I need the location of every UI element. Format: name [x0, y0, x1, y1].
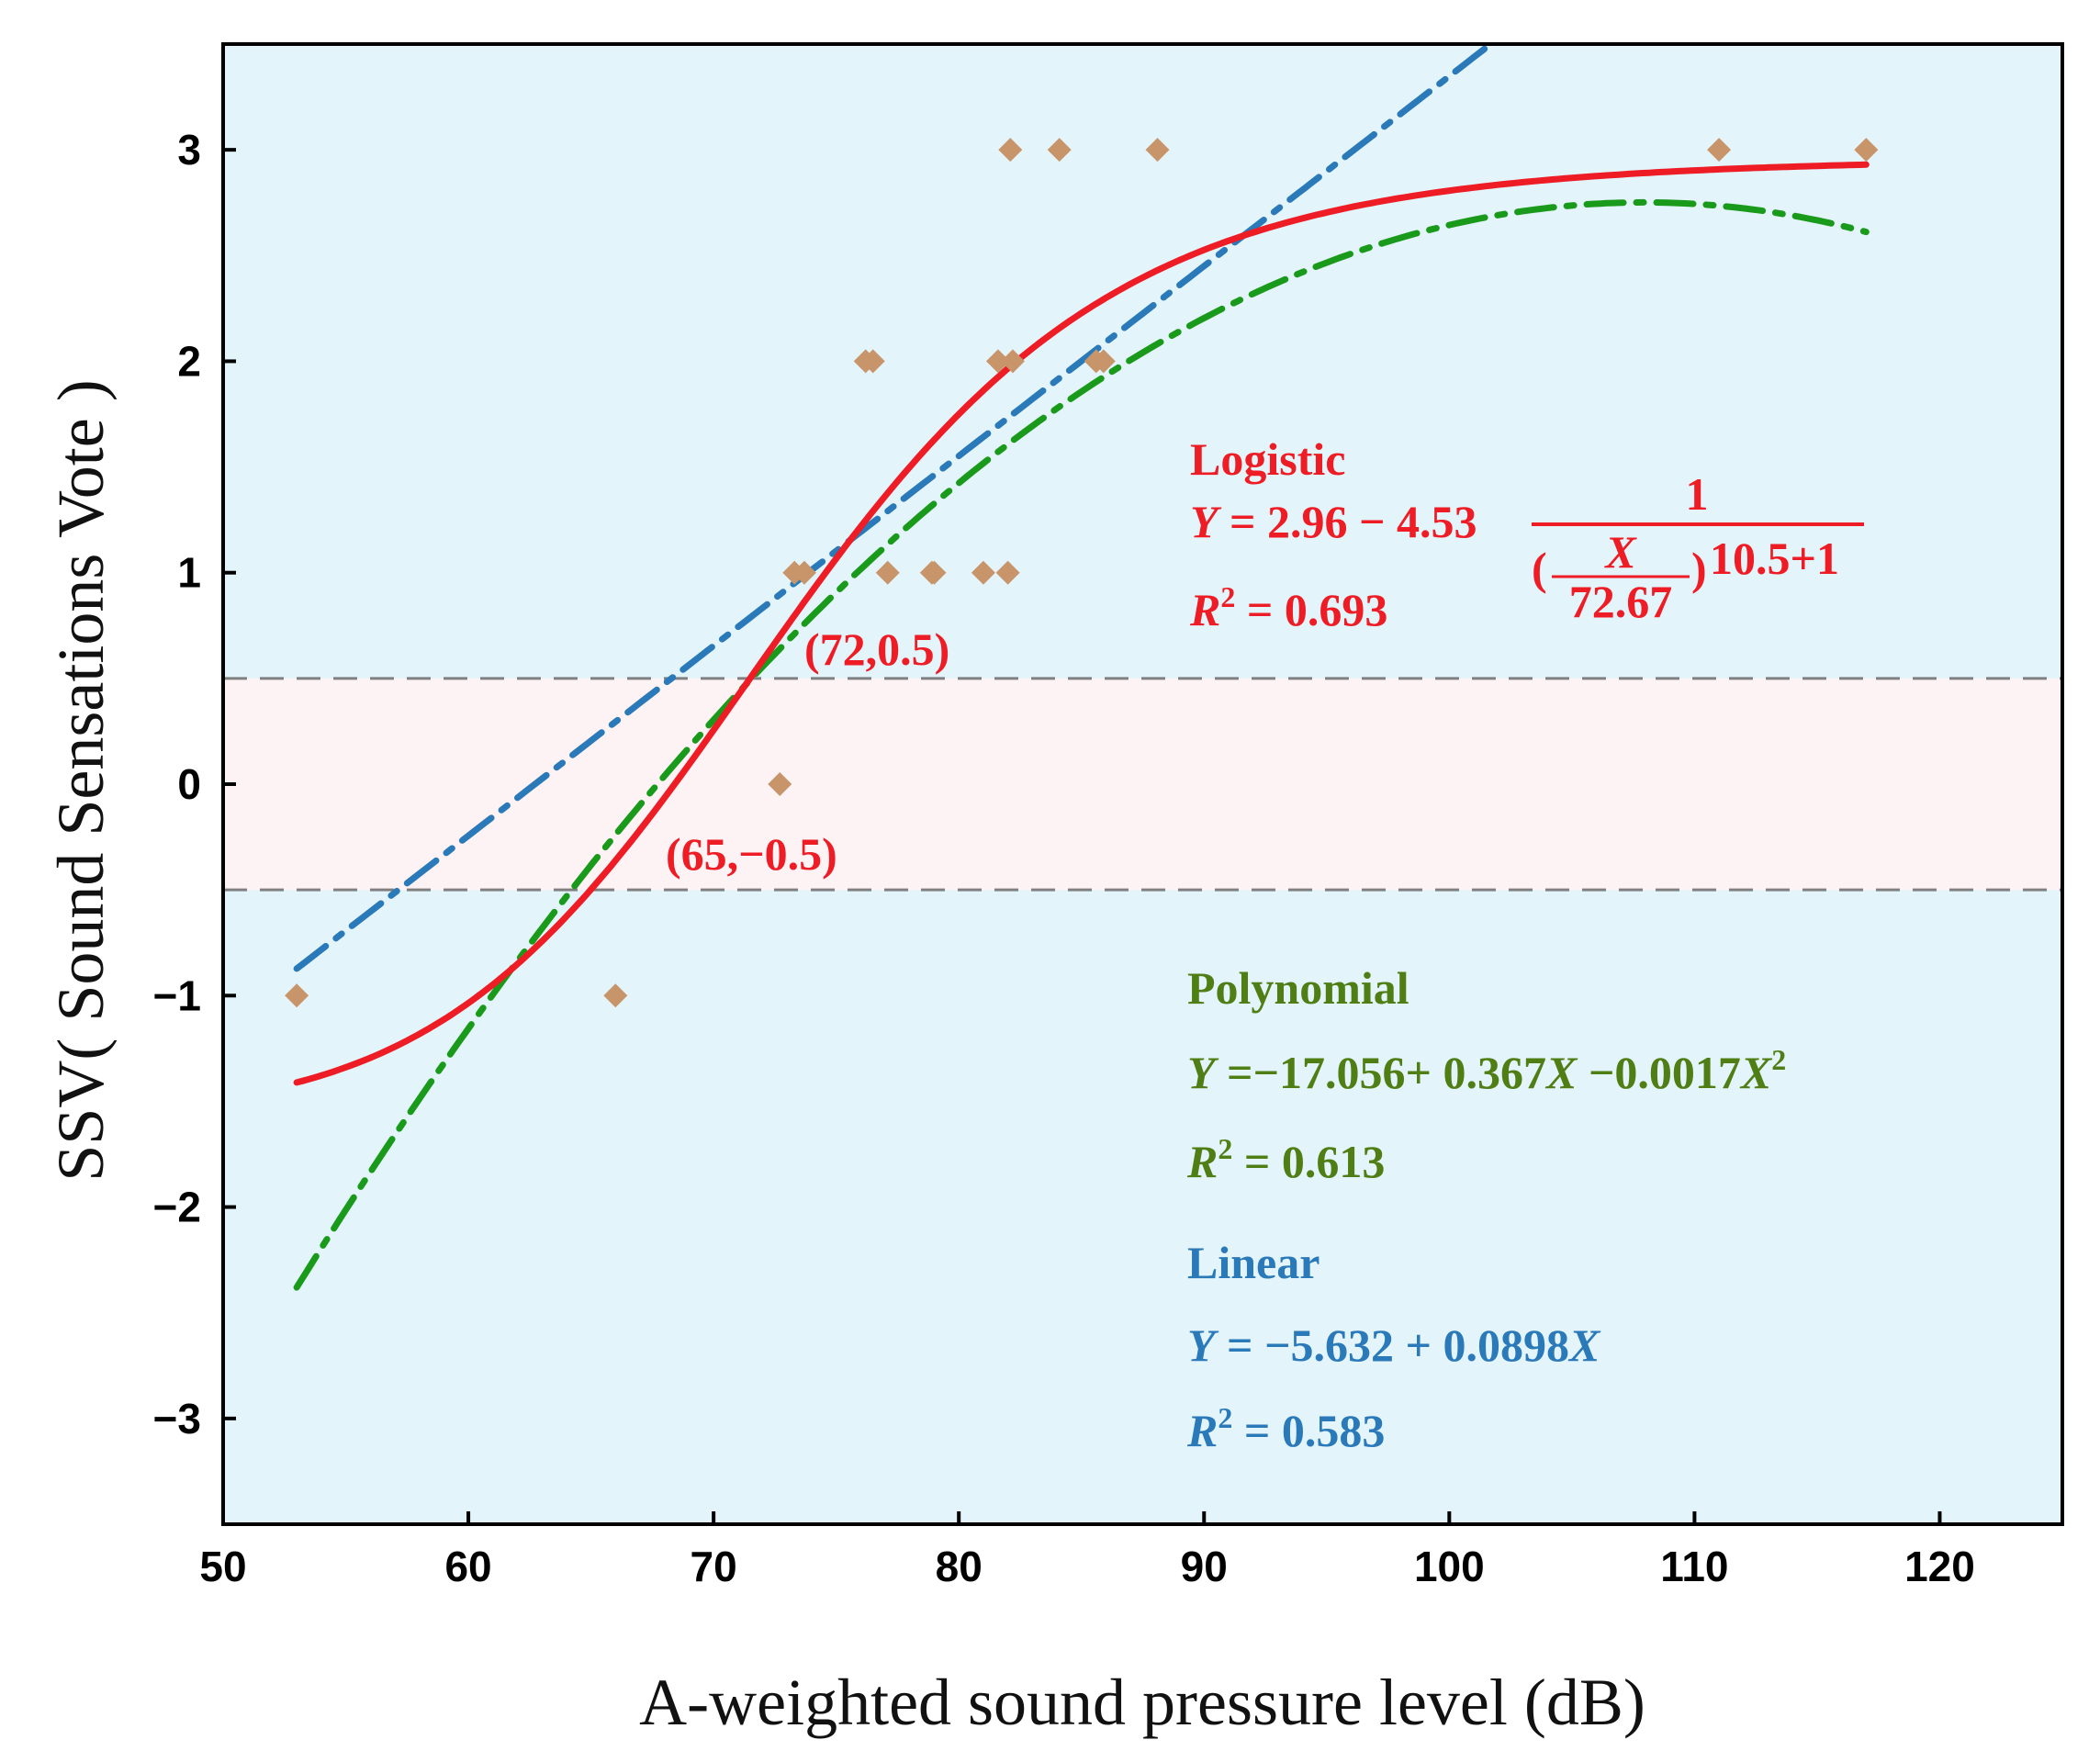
- data-point-17: [1091, 349, 1116, 374]
- data-point-14: [998, 138, 1023, 163]
- data-point-9: [922, 560, 947, 585]
- data-point-2: [768, 772, 792, 796]
- y-tick-label-6: 3: [177, 126, 201, 174]
- logistic-frac-exp: 10.5+1: [1710, 533, 1839, 584]
- data-point-19: [1707, 138, 1732, 163]
- x-tick-label-6: 110: [1660, 1543, 1728, 1590]
- data-point-18: [1145, 138, 1170, 163]
- x-tick-label-2: 70: [691, 1543, 737, 1590]
- logistic-frac-den: 72.67: [1569, 576, 1673, 627]
- x-tick-label-3: 80: [936, 1543, 983, 1590]
- polynomial-annotation: Polynomial Y =−17.056+ 0.367X −0.0017X2 …: [1186, 962, 1786, 1187]
- data-point-7: [875, 560, 900, 585]
- x-tick-label-4: 90: [1181, 1543, 1228, 1590]
- data-point-0: [285, 983, 309, 1008]
- logistic-frac-close: ): [1691, 543, 1707, 594]
- linear-title: Linear: [1187, 1237, 1320, 1288]
- logistic-annotation: Logistic Y = 2.96 − 4.53 1 ( X 72.67 ) 1…: [1189, 433, 1864, 635]
- data-point-20: [1854, 138, 1879, 163]
- data-point-6: [860, 349, 885, 374]
- polynomial-equation: Y =−17.056+ 0.367X −0.0017X2: [1187, 1043, 1786, 1098]
- polynomial-title: Polynomial: [1187, 962, 1409, 1014]
- linear-r2: R2 = 0.583: [1186, 1401, 1385, 1456]
- logistic-curve: [293, 161, 1870, 1086]
- neutral-band: [223, 678, 2062, 891]
- data-point-1: [603, 983, 628, 1008]
- y-tick-label-0: −3: [153, 1395, 201, 1442]
- logistic-frac-numerator: 1: [1686, 468, 1709, 520]
- x-tick-label-7: 120: [1904, 1543, 1975, 1590]
- y-axis-title: SSV( Sound Sensations Vote ): [44, 379, 118, 1181]
- x-tick-label-0: 50: [199, 1543, 246, 1590]
- linear-equation: Y = −5.632 + 0.0898X: [1187, 1319, 1601, 1371]
- logistic-frac-x: X: [1603, 526, 1637, 578]
- logistic-frac-open: (: [1532, 543, 1547, 594]
- polynomial-curve: [293, 198, 1870, 1291]
- data-point-13: [1000, 349, 1025, 374]
- data-point-12: [995, 560, 1020, 585]
- linear-annotation: Linear Y = −5.632 + 0.0898X R2 = 0.583: [1186, 1237, 1601, 1456]
- y-tick-label-1: −2: [153, 1184, 201, 1231]
- x-tick-label-1: 60: [444, 1543, 491, 1590]
- logistic-equation: Y = 2.96 − 4.53: [1190, 496, 1477, 547]
- linear-curve: [293, 44, 1497, 972]
- data-point-11: [985, 349, 1010, 374]
- data-point-10: [971, 560, 995, 585]
- y-tick-label-3: 0: [177, 760, 201, 808]
- data-point-4: [792, 560, 816, 585]
- point-label-65: (65,−0.5): [666, 828, 837, 880]
- logistic-r2: R2 = 0.693: [1189, 580, 1387, 635]
- data-point-15: [1047, 138, 1072, 163]
- polynomial-r2: R2 = 0.613: [1186, 1132, 1385, 1187]
- y-tick-label-2: −1: [153, 971, 201, 1019]
- logistic-title: Logistic: [1190, 433, 1345, 485]
- y-tick-label-5: 2: [177, 337, 201, 385]
- y-tick-label-4: 1: [177, 549, 201, 597]
- point-label-72: (72,0.5): [804, 623, 949, 675]
- x-tick-label-5: 100: [1414, 1543, 1485, 1590]
- x-axis-title: A-weighted sound pressure level (dB): [639, 1666, 1645, 1739]
